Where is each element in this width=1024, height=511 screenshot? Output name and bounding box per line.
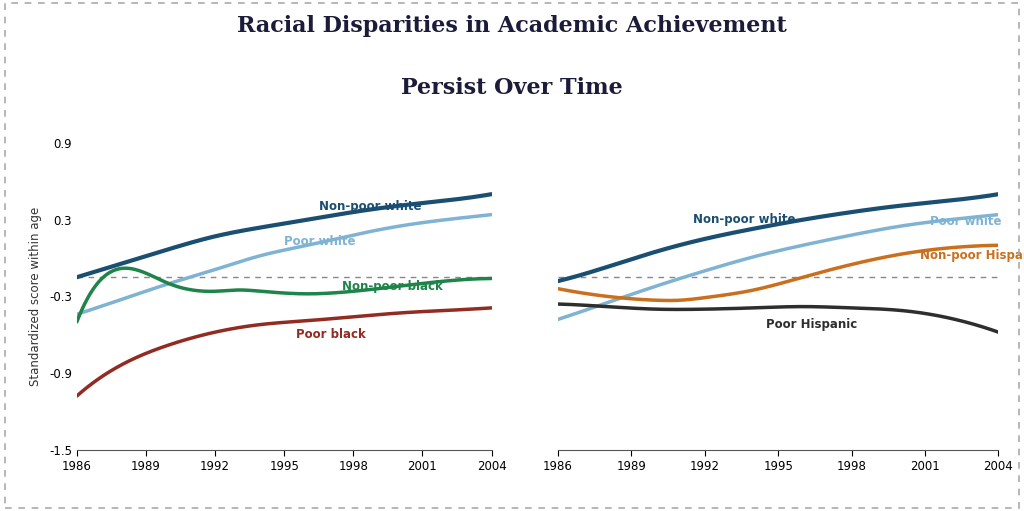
Y-axis label: Standardized score within age: Standardized score within age xyxy=(29,207,42,386)
Text: Poor black: Poor black xyxy=(296,328,366,341)
Text: Poor white: Poor white xyxy=(930,215,1001,227)
Text: Non-poor black: Non-poor black xyxy=(342,280,442,293)
Text: Non-poor Hispanic: Non-poor Hispanic xyxy=(921,249,1024,262)
Text: Poor Hispanic: Poor Hispanic xyxy=(766,318,857,331)
Text: Racial Disparities in Academic Achievement: Racial Disparities in Academic Achieveme… xyxy=(238,15,786,37)
Text: Poor white: Poor white xyxy=(284,235,355,248)
Text: Persist Over Time: Persist Over Time xyxy=(401,77,623,99)
Text: Non-poor white: Non-poor white xyxy=(692,213,795,226)
Text: Non-poor white: Non-poor white xyxy=(318,200,421,214)
